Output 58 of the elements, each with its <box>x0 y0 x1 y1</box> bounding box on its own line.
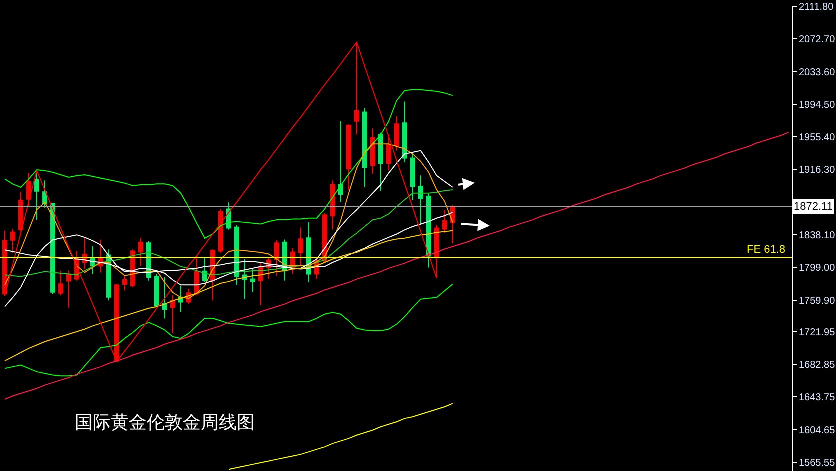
ref-line-label: 1872.11 <box>794 201 833 213</box>
line-series <box>4 42 438 362</box>
line-series <box>4 132 790 400</box>
y-tick-label: 1682.85 <box>799 360 836 372</box>
candlestick <box>138 238 144 267</box>
y-tick-label: 1799.00 <box>799 263 836 274</box>
y-tick-label: 1565.55 <box>799 458 836 469</box>
candlestick <box>218 208 224 254</box>
candlestick <box>274 240 280 276</box>
line-series <box>4 230 454 362</box>
candlestick <box>418 175 424 226</box>
y-tick-label: 2111.80 <box>799 2 834 14</box>
y-tick-label: 2072.70 <box>799 34 836 46</box>
candlestick <box>330 180 336 230</box>
y-tick-label: 1604.65 <box>799 425 836 436</box>
candlestick <box>194 256 200 296</box>
candlestick <box>378 132 384 192</box>
candlestick <box>426 193 432 268</box>
candlestick <box>26 172 32 208</box>
line-series <box>4 89 454 239</box>
y-tick-label: 2033.60 <box>799 67 836 78</box>
y-tick-label: 1994.50 <box>799 100 836 111</box>
candlestick <box>10 228 16 254</box>
candlestick <box>346 124 352 191</box>
candlestick <box>402 101 408 163</box>
candlestick <box>250 268 256 293</box>
candlestick <box>34 170 40 221</box>
y-tick-label: 1721.95 <box>799 327 836 338</box>
candlestick <box>370 128 376 174</box>
candlestick <box>450 204 456 244</box>
candlestick <box>122 275 128 292</box>
candlestick <box>18 192 24 232</box>
ref-line-label: FE 61.8 <box>747 244 786 256</box>
candlestick <box>50 203 56 295</box>
y-tick-label: 1916.30 <box>799 165 836 176</box>
y-tick-label: 1643.75 <box>799 392 836 404</box>
candlestick <box>162 277 168 320</box>
candlestick <box>58 270 64 296</box>
candlestick <box>66 270 72 308</box>
candlestick <box>298 227 304 267</box>
candlestick <box>362 108 368 188</box>
y-tick-label: 1838.10 <box>799 230 836 242</box>
candlestick <box>338 120 344 202</box>
candlestick <box>42 180 48 210</box>
candlestick <box>442 210 448 234</box>
candlestick <box>394 116 400 152</box>
y-tick-label: 1955.40 <box>799 132 836 144</box>
line-series <box>4 284 454 377</box>
candlestick <box>410 154 416 201</box>
candlestick <box>242 259 248 300</box>
y-tick-label: 1759.90 <box>799 296 836 307</box>
line-series <box>4 190 454 278</box>
candlestick <box>258 262 264 306</box>
candlestick <box>202 257 208 284</box>
candlestick <box>170 295 176 334</box>
candlestick <box>386 134 392 172</box>
text: 国际黄金伦敦金周线图 <box>75 412 255 432</box>
candlestick <box>154 274 160 308</box>
